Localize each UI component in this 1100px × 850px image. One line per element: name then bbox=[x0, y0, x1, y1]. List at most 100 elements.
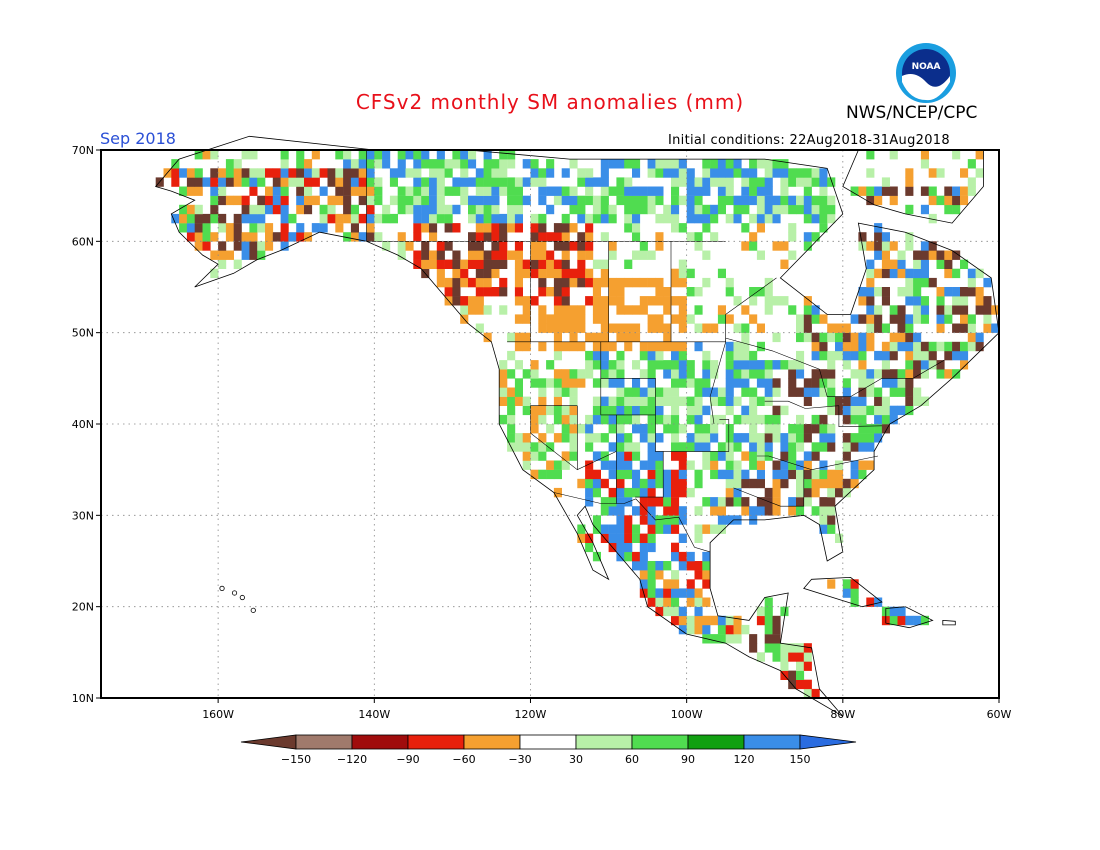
anomaly-cell bbox=[483, 168, 492, 178]
anomaly-cell bbox=[514, 396, 523, 406]
anomaly-cell bbox=[874, 232, 883, 242]
anomaly-cell bbox=[577, 241, 586, 251]
anomaly-cell bbox=[889, 305, 898, 315]
anomaly-cell bbox=[772, 332, 781, 343]
anomaly-cell bbox=[702, 524, 711, 534]
anomaly-cell bbox=[788, 497, 797, 507]
anomaly-cell bbox=[678, 341, 687, 352]
anomaly-cell bbox=[600, 414, 609, 425]
anomaly-cell bbox=[733, 487, 742, 498]
anomaly-cell bbox=[881, 259, 890, 269]
anomaly-cell bbox=[913, 268, 922, 279]
anomaly-cell bbox=[616, 405, 625, 416]
anomaly-cell bbox=[827, 332, 836, 343]
anomaly-cell bbox=[483, 268, 492, 279]
anomaly-cell bbox=[788, 195, 797, 206]
anomaly-cell bbox=[889, 378, 898, 388]
anomaly-cell bbox=[858, 387, 867, 397]
anomaly-cell bbox=[702, 551, 711, 562]
anomaly-cell bbox=[241, 195, 250, 206]
anomaly-cell bbox=[194, 177, 203, 187]
colorbar-swatch bbox=[631, 734, 689, 750]
anomaly-cell bbox=[741, 204, 750, 215]
anomaly-cell bbox=[647, 414, 656, 425]
anomaly-cell bbox=[874, 414, 883, 425]
anomaly-cell bbox=[522, 314, 531, 324]
anomaly-cell bbox=[920, 350, 929, 361]
anomaly-cell bbox=[897, 405, 906, 416]
anomaly-cell bbox=[600, 195, 609, 206]
anomaly-cell bbox=[671, 606, 680, 617]
anomaly-cell bbox=[686, 168, 695, 178]
anomaly-cell bbox=[819, 332, 828, 343]
anomaly-cell bbox=[194, 223, 203, 233]
anomaly-cell bbox=[866, 241, 875, 251]
anomaly-cell bbox=[249, 241, 258, 251]
anomaly-cell bbox=[546, 314, 555, 324]
anomaly-cell bbox=[928, 195, 937, 206]
anomaly-cell bbox=[491, 213, 500, 224]
coastline bbox=[154, 135, 1000, 717]
anomaly-cell bbox=[475, 296, 484, 306]
anomaly-cell bbox=[304, 186, 313, 196]
anomaly-cell bbox=[616, 524, 625, 534]
anomaly-cell bbox=[639, 478, 648, 489]
anomaly-cell bbox=[764, 195, 773, 206]
colorbar-left-arrow bbox=[240, 734, 297, 750]
anomaly-cell bbox=[811, 469, 820, 480]
anomaly-cell bbox=[663, 524, 672, 534]
anomaly-cell bbox=[335, 150, 344, 160]
anomaly-cell bbox=[663, 606, 672, 617]
anomaly-cell bbox=[702, 277, 711, 288]
anomaly-cell bbox=[827, 405, 836, 416]
anomaly-cell bbox=[647, 487, 656, 498]
anomaly-cell bbox=[288, 177, 297, 187]
anomaly-cell bbox=[561, 378, 570, 388]
anomaly-cell bbox=[756, 213, 765, 224]
anomaly-cell bbox=[772, 487, 781, 498]
anomaly-cell bbox=[803, 652, 812, 662]
anomaly-cell bbox=[585, 213, 594, 224]
anomaly-cell bbox=[538, 314, 547, 324]
anomaly-cell bbox=[319, 186, 328, 196]
anomaly-cell bbox=[780, 451, 789, 461]
colorbar-tick-label: 30 bbox=[569, 753, 583, 766]
colorbar-tick-label: 150 bbox=[790, 753, 811, 766]
anomaly-cell bbox=[780, 186, 789, 196]
anomaly-cell bbox=[858, 369, 867, 379]
anomaly-cell bbox=[647, 369, 656, 379]
anomaly-cell bbox=[655, 606, 664, 617]
anomaly-cell bbox=[507, 424, 516, 434]
anomaly-cell bbox=[616, 414, 625, 425]
anomaly-cell bbox=[514, 186, 523, 196]
anomaly-cell bbox=[967, 314, 976, 324]
anomaly-cell bbox=[483, 259, 492, 269]
anomaly-cell bbox=[608, 369, 617, 379]
anomaly-cell bbox=[343, 213, 352, 224]
anomaly-cell bbox=[280, 150, 289, 160]
anomaly-cell bbox=[671, 478, 680, 489]
anomaly-cell bbox=[741, 451, 750, 461]
anomaly-cell bbox=[296, 150, 305, 160]
anomaly-cell bbox=[671, 168, 680, 178]
anomaly-cell bbox=[811, 424, 820, 434]
anomaly-cell bbox=[678, 223, 687, 233]
anomaly-cell bbox=[881, 414, 890, 425]
anomaly-cell bbox=[819, 469, 828, 480]
anomaly-cell bbox=[842, 487, 851, 498]
anomaly-cell bbox=[491, 186, 500, 196]
anomaly-cell bbox=[678, 378, 687, 388]
anomaly-cell bbox=[819, 506, 828, 516]
anomaly-cell bbox=[553, 268, 562, 279]
anomaly-cell bbox=[413, 150, 422, 160]
anomaly-cell bbox=[600, 204, 609, 215]
anomaly-cell bbox=[952, 150, 961, 160]
anomaly-cell bbox=[702, 433, 711, 443]
anomaly-cell bbox=[920, 259, 929, 269]
anomaly-cell bbox=[553, 369, 562, 379]
anomaly-cell bbox=[421, 150, 430, 160]
anomaly-cell bbox=[803, 387, 812, 397]
anomaly-cell bbox=[866, 259, 875, 269]
anomaly-cell bbox=[577, 213, 586, 224]
anomaly-cell bbox=[780, 259, 789, 269]
